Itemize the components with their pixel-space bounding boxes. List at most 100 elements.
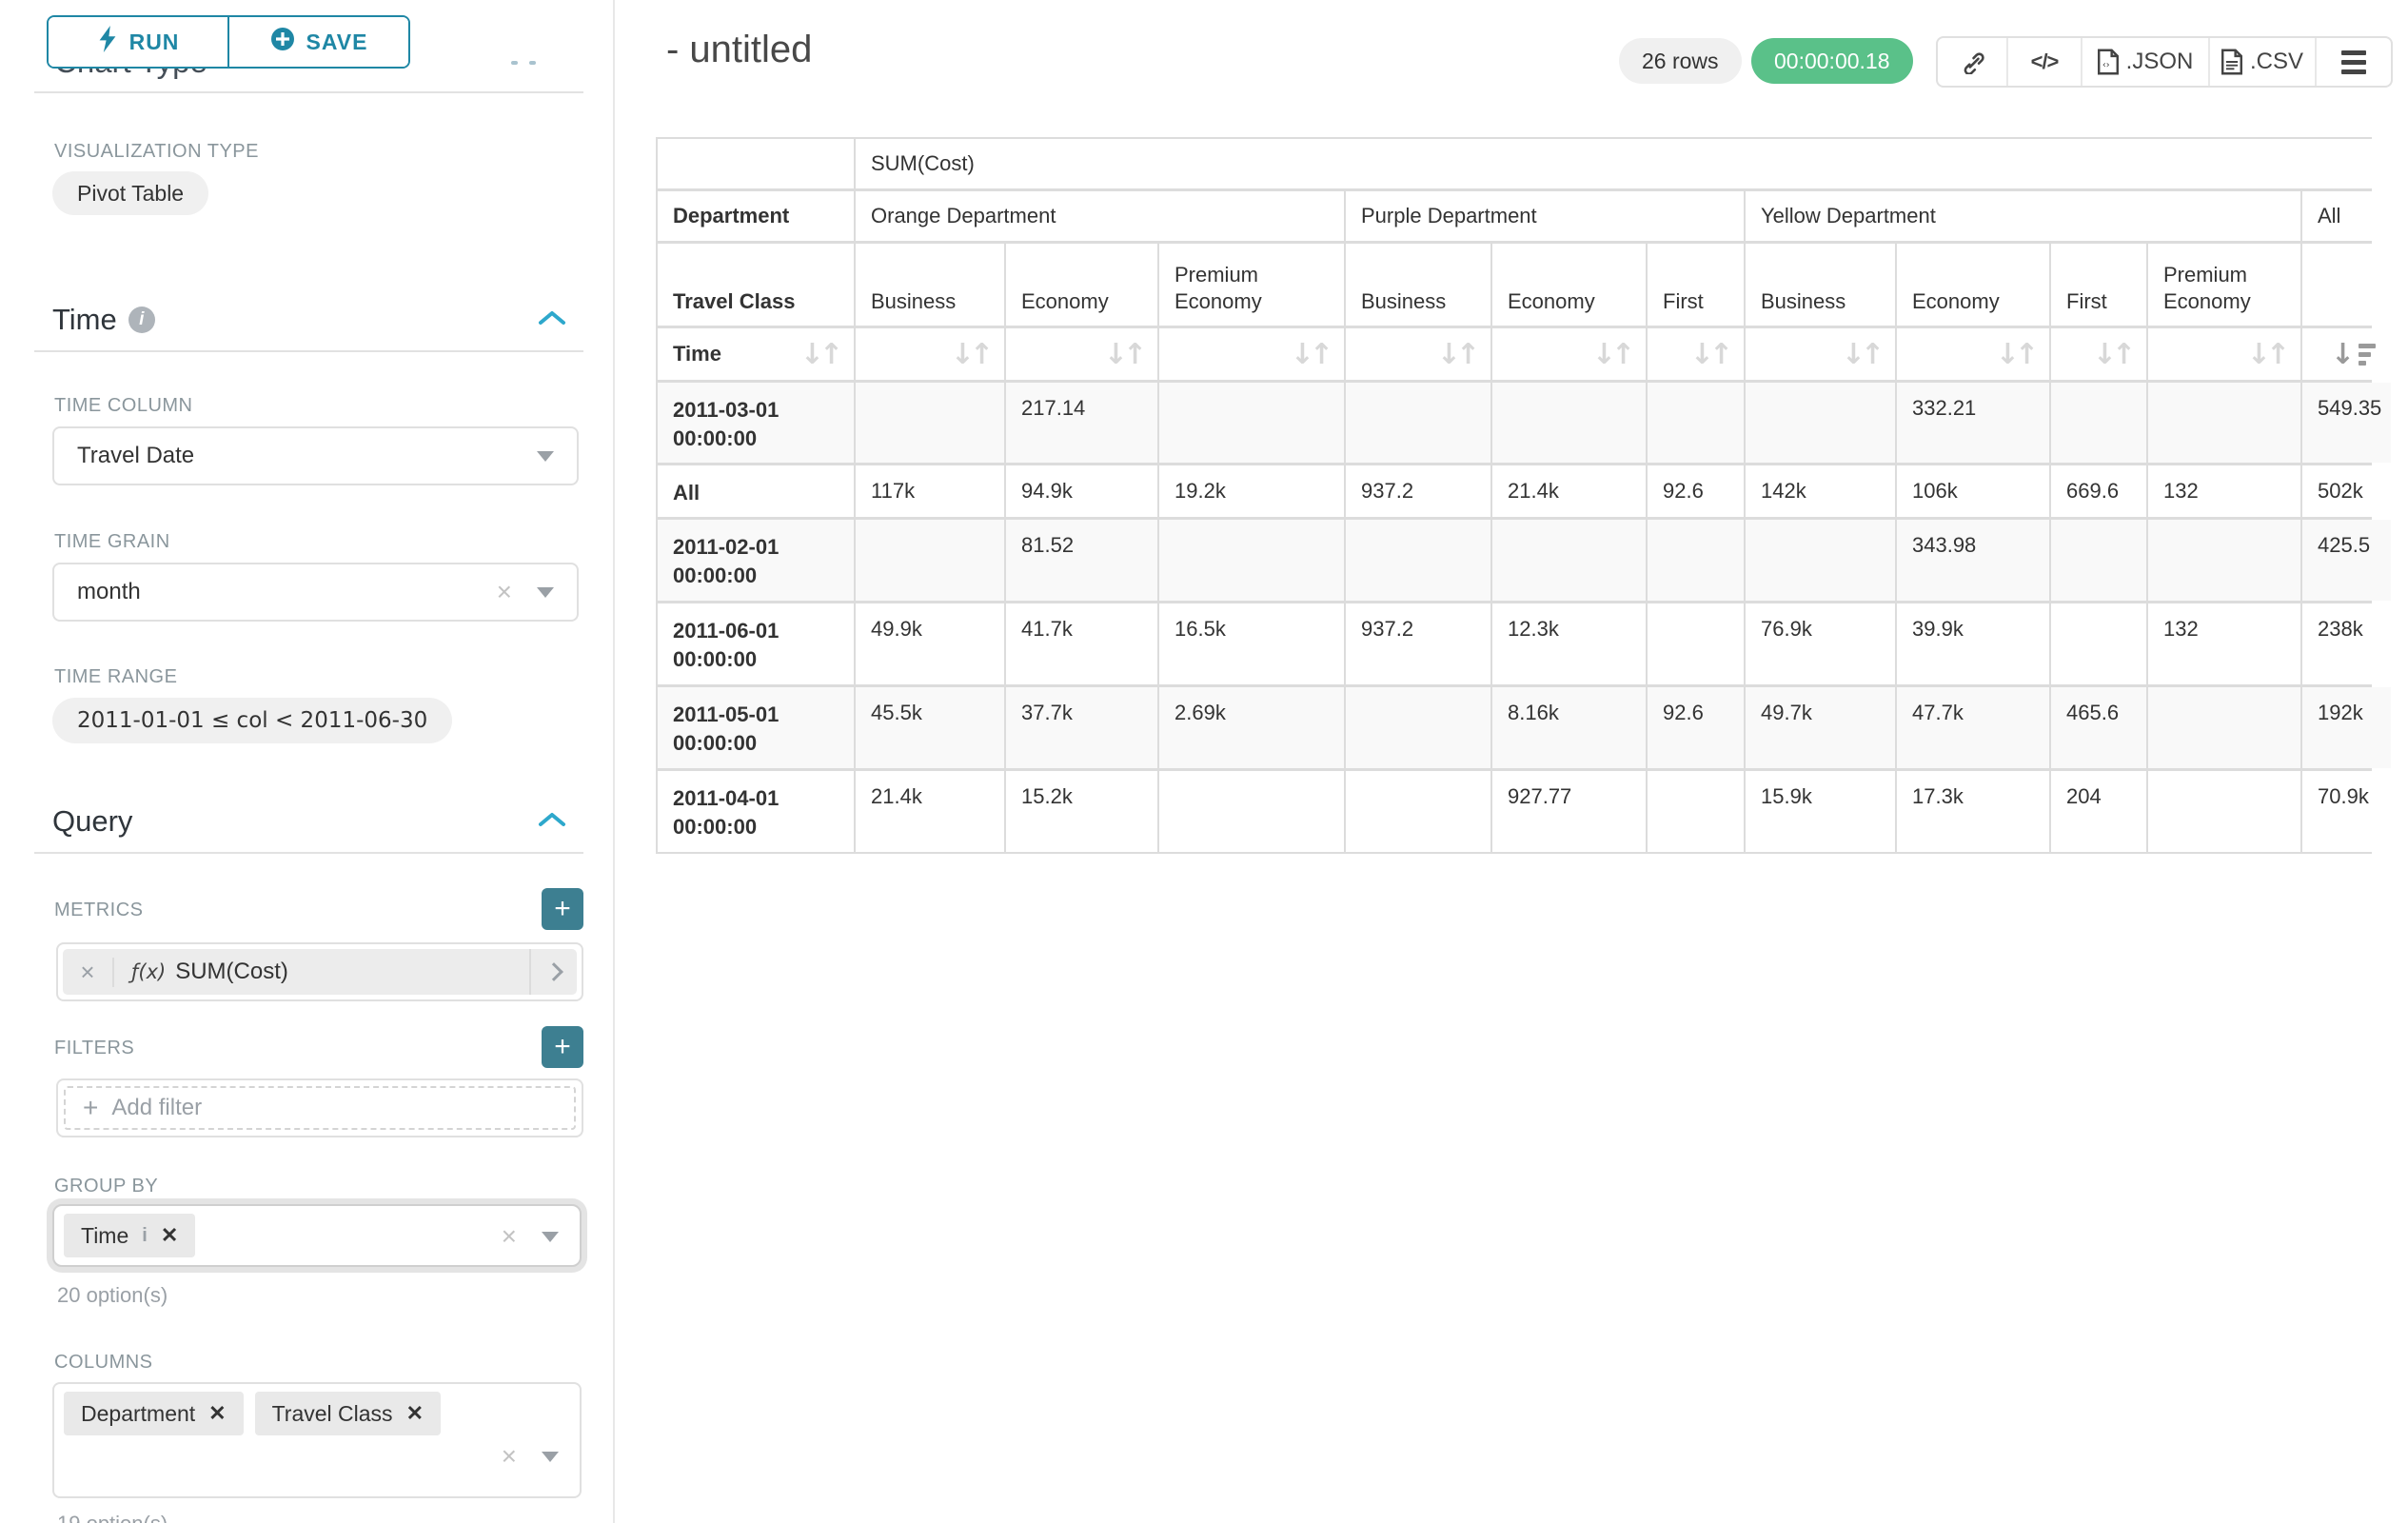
- value-cell: 94.9k: [1006, 465, 1157, 517]
- columns-chip[interactable]: Travel Class✕: [255, 1392, 441, 1435]
- sort-icon[interactable]: ↓↑: [1437, 338, 1479, 371]
- value-cell-label: 47.7k: [1912, 701, 1964, 725]
- travel-class-header-cell: [2302, 244, 2391, 326]
- travel-class-header-cell: Economy: [1006, 244, 1157, 326]
- export-json-button[interactable]: ‹› .JSON: [2081, 38, 2208, 86]
- value-cell: 49.7k: [1746, 687, 1895, 768]
- remove-chip-icon[interactable]: ✕: [161, 1223, 178, 1248]
- sort-icon[interactable]: ↓↑: [1996, 338, 2038, 371]
- sort-icon[interactable]: ↓↑: [1592, 338, 1634, 371]
- department-corner-cell: Department: [658, 191, 854, 241]
- sort-icon[interactable]: ↓↑: [1842, 338, 1884, 371]
- value-cell: [856, 520, 1004, 601]
- time-column-select[interactable]: Travel Date: [52, 426, 579, 485]
- value-cell-label: 81.52: [1021, 533, 1074, 558]
- value-cell: [2148, 520, 2300, 601]
- add-filter-plus-button[interactable]: +: [542, 1026, 583, 1068]
- visualization-type-pill[interactable]: Pivot Table: [52, 171, 208, 215]
- time-sort-cell[interactable]: Time↓↑: [658, 328, 854, 380]
- row-label-cell-label: 2011-04-01 00:00:00: [673, 784, 854, 841]
- remove-metric-icon[interactable]: ×: [63, 958, 114, 987]
- collapse-chevron-icon[interactable]: [538, 309, 566, 331]
- column-sort-cell[interactable]: ↓↑: [1746, 328, 1895, 380]
- value-cell: [1159, 383, 1344, 463]
- metric-name: SUM(Cost): [175, 959, 288, 985]
- sort-icon[interactable]: ↓↑: [1690, 338, 1732, 371]
- value-cell: 937.2: [1346, 603, 1490, 684]
- columns-label: COLUMNS: [54, 1352, 153, 1374]
- sort-icon[interactable]: ↓↑: [1291, 338, 1332, 371]
- value-cell: 49.9k: [856, 603, 1004, 684]
- edit-metric-chevron[interactable]: [529, 949, 577, 995]
- column-sort-cell[interactable]: ↓↑: [1006, 328, 1157, 380]
- more-menu-button[interactable]: [2315, 38, 2391, 86]
- value-cell: 21.4k: [856, 771, 1004, 852]
- sort-icon[interactable]: ↓↑: [2247, 338, 2289, 371]
- metric-header-cell: SUM(Cost): [856, 139, 2391, 188]
- clear-icon[interactable]: ×: [502, 1223, 517, 1250]
- time-section-title: Time: [52, 303, 117, 337]
- column-sort-cell[interactable]: ↓↑: [1346, 328, 1490, 380]
- sort-icon[interactable]: ↓↑: [1104, 338, 1146, 371]
- group-by-options-hint: 20 option(s): [57, 1283, 168, 1308]
- value-cell-label: 92.6: [1663, 479, 1704, 504]
- remove-chip-icon[interactable]: ✕: [208, 1401, 226, 1426]
- column-sort-cell[interactable]: ↓↑: [856, 328, 1004, 380]
- columns-chip-label: Department: [81, 1401, 195, 1427]
- sort-desc-icon[interactable]: ↓: [2331, 338, 2379, 371]
- value-cell: 927.77: [1492, 771, 1646, 852]
- value-cell: 45.5k: [856, 687, 1004, 768]
- value-cell: [1346, 383, 1490, 463]
- group-by-select[interactable]: Timei✕ ×: [52, 1204, 582, 1267]
- export-csv-button[interactable]: .CSV: [2208, 38, 2315, 86]
- value-cell: [1346, 520, 1490, 601]
- columns-chip[interactable]: Department ✕: [64, 1392, 244, 1435]
- row-label-cell: 2011-05-01 00:00:00: [658, 687, 854, 768]
- time-range-pill[interactable]: 2011-01-01 ≤ col < 2011-06-30: [52, 698, 452, 743]
- travel-class-header-cell-label: First: [1663, 288, 1704, 315]
- value-cell-label: 238k: [2318, 617, 2363, 642]
- value-cell-label: 332.21: [1912, 396, 1976, 421]
- metric-chip[interactable]: × ƒ(x) SUM(Cost): [63, 949, 577, 995]
- time-grain-select[interactable]: month ×: [52, 563, 579, 622]
- clear-icon[interactable]: ×: [497, 579, 512, 605]
- collapse-chevron-icon[interactable]: [538, 811, 566, 833]
- travel-class-header-cell: Business: [1346, 244, 1490, 326]
- value-cell: 70.9k: [2302, 771, 2391, 852]
- chart-title[interactable]: - untitled: [666, 29, 812, 71]
- row-label-cell-label: 2011-03-01 00:00:00: [673, 396, 854, 452]
- group-by-chip[interactable]: Timei✕: [64, 1214, 195, 1257]
- value-cell: [1648, 520, 1744, 601]
- travel-class-header-cell-label: Economy: [1508, 288, 1595, 315]
- value-cell-label: 94.9k: [1021, 479, 1073, 504]
- column-sort-cell[interactable]: ↓↑: [1492, 328, 1646, 380]
- save-button[interactable]: SAVE: [227, 17, 408, 67]
- value-cell-label: 37.7k: [1021, 701, 1073, 725]
- run-button[interactable]: RUN: [49, 17, 227, 67]
- value-cell-label: 70.9k: [2318, 784, 2369, 809]
- value-cell: [1346, 687, 1490, 768]
- column-sort-cell[interactable]: ↓↑: [2148, 328, 2300, 380]
- column-sort-cell[interactable]: ↓↑: [1897, 328, 2049, 380]
- value-cell: 343.98: [1897, 520, 2049, 601]
- sort-icon[interactable]: ↓↑: [2093, 338, 2135, 371]
- value-cell: 117k: [856, 465, 1004, 517]
- chevron-right-icon: [544, 962, 563, 981]
- column-sort-cell[interactable]: ↓↑: [1159, 328, 1344, 380]
- view-query-button[interactable]: </>: [2006, 38, 2081, 86]
- column-sort-cell[interactable]: ↓↑: [1648, 328, 1744, 380]
- remove-chip-icon[interactable]: ✕: [406, 1401, 424, 1426]
- value-cell: 47.7k: [1897, 687, 2049, 768]
- add-filter-button[interactable]: + Add filter: [64, 1086, 576, 1130]
- value-cell-label: 76.9k: [1761, 617, 1812, 642]
- sort-icon[interactable]: ↓↑: [951, 338, 993, 371]
- column-sort-cell[interactable]: ↓: [2302, 328, 2391, 380]
- sort-icon[interactable]: ↓↑: [800, 338, 842, 371]
- share-link-button[interactable]: [1938, 38, 2006, 86]
- travel-class-header-cell: Premium Economy: [1159, 244, 1344, 326]
- clear-icon[interactable]: ×: [502, 1443, 517, 1470]
- add-metric-button[interactable]: +: [542, 888, 583, 930]
- columns-select[interactable]: Department✕Travel Class✕ ×: [52, 1382, 582, 1498]
- column-sort-cell[interactable]: ↓↑: [2051, 328, 2146, 380]
- value-cell: [2148, 771, 2300, 852]
